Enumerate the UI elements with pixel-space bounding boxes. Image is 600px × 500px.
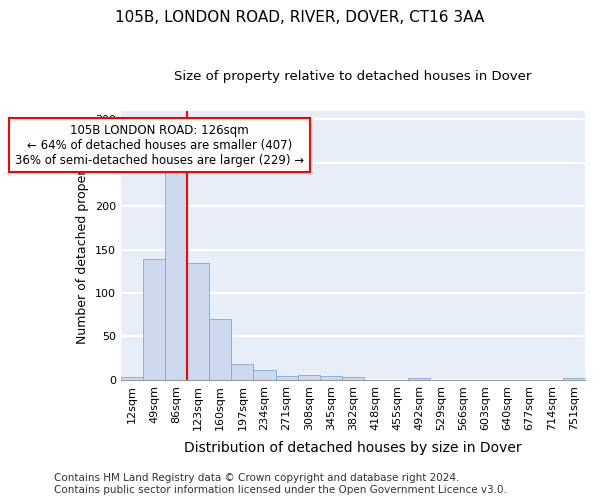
Bar bbox=[121, 378, 143, 380]
Bar bbox=[408, 378, 430, 380]
Bar bbox=[187, 264, 209, 380]
Bar bbox=[209, 319, 232, 380]
Bar bbox=[275, 376, 298, 380]
Bar bbox=[342, 378, 364, 380]
Bar bbox=[143, 259, 165, 380]
Bar bbox=[165, 162, 187, 380]
Bar bbox=[298, 374, 320, 380]
Text: 105B LONDON ROAD: 126sqm
← 64% of detached houses are smaller (407)
36% of semi-: 105B LONDON ROAD: 126sqm ← 64% of detach… bbox=[15, 124, 304, 166]
Title: Size of property relative to detached houses in Dover: Size of property relative to detached ho… bbox=[174, 70, 532, 83]
X-axis label: Distribution of detached houses by size in Dover: Distribution of detached houses by size … bbox=[184, 441, 522, 455]
Bar bbox=[563, 378, 585, 380]
Y-axis label: Number of detached properties: Number of detached properties bbox=[76, 146, 89, 344]
Bar bbox=[232, 364, 253, 380]
Text: Contains HM Land Registry data © Crown copyright and database right 2024.
Contai: Contains HM Land Registry data © Crown c… bbox=[54, 474, 507, 495]
Bar bbox=[253, 370, 275, 380]
Bar bbox=[320, 376, 342, 380]
Text: 105B, LONDON ROAD, RIVER, DOVER, CT16 3AA: 105B, LONDON ROAD, RIVER, DOVER, CT16 3A… bbox=[115, 10, 485, 25]
